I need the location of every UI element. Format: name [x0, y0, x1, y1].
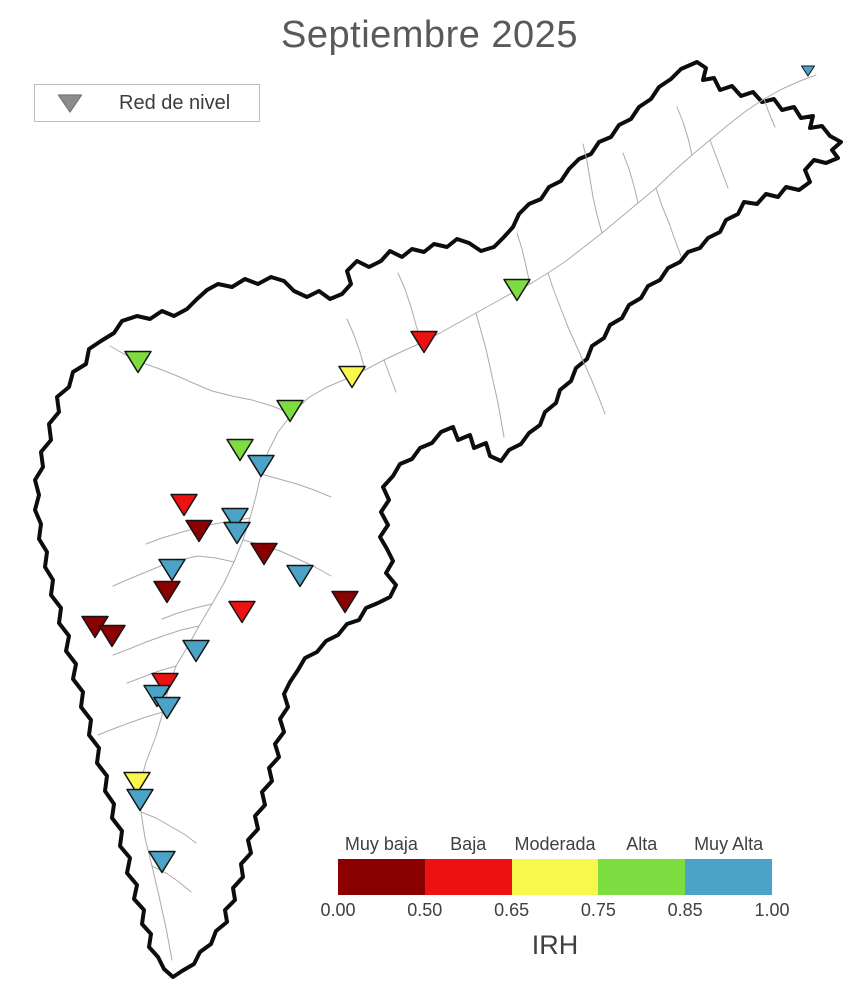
colorbar: Muy baja Baja Moderada Alta Muy Alta 0.00 0.5…	[320, 832, 789, 961]
station-marker	[124, 350, 152, 374]
colorbar-segment	[338, 859, 425, 895]
legend-label: Red de nivel	[119, 91, 231, 114]
station-marker	[153, 696, 181, 720]
legend-box: Red de nivel	[34, 84, 260, 122]
colorbar-segment	[685, 859, 772, 895]
colorbar-tick: 0.75	[580, 900, 616, 920]
station-marker	[503, 278, 531, 302]
station-marker	[250, 542, 278, 566]
station-marker	[182, 639, 210, 663]
colorbar-tick: 1.00	[754, 900, 790, 920]
station-marker	[148, 850, 176, 874]
colorbar-segment	[598, 859, 686, 895]
station-marker	[223, 521, 251, 545]
colorbar-title: IRH	[531, 930, 579, 960]
basin-outline	[33, 60, 843, 979]
colorbar-class-label: Muy Alta	[694, 834, 764, 854]
station-marker	[170, 493, 198, 517]
colorbar-segment	[424, 859, 512, 895]
stations-layer	[81, 65, 815, 874]
colorbar-class-label: Muy baja	[344, 834, 418, 854]
colorbar-class-label: Alta	[626, 834, 658, 854]
figure-title: Septiembre 2025	[281, 14, 578, 56]
colorbar-class-label: Baja	[450, 834, 487, 854]
station-marker	[228, 600, 256, 624]
station-marker	[801, 65, 815, 77]
station-marker	[126, 788, 154, 812]
station-marker	[331, 590, 359, 614]
station-marker	[410, 330, 438, 354]
colorbar-tick: 0.65	[494, 900, 530, 920]
colorbar-segment	[511, 859, 599, 895]
station-marker	[151, 672, 179, 696]
station-marker	[221, 507, 249, 531]
level-network-triangle-icon	[57, 93, 83, 113]
colorbar-class-label: Moderada	[514, 834, 596, 854]
station-marker	[153, 580, 181, 604]
colorbar-tick: 0.85	[667, 900, 703, 920]
colorbar-ticks: 0.00 0.50 0.65 0.75 0.85 1.00	[320, 900, 789, 922]
colorbar-tick: 0.00	[320, 900, 356, 920]
station-marker	[143, 684, 171, 708]
station-marker	[123, 771, 151, 795]
station-marker	[338, 365, 366, 389]
station-marker	[247, 454, 275, 478]
station-marker	[276, 399, 304, 423]
station-marker	[286, 564, 314, 588]
colorbar-tick: 0.50	[407, 900, 443, 920]
station-marker	[158, 558, 186, 582]
station-marker	[226, 438, 254, 462]
station-marker	[185, 519, 213, 543]
colorbar-class-labels: Muy baja Baja Moderada Alta Muy Alta	[338, 832, 772, 856]
station-marker	[98, 624, 126, 648]
colorbar-bar	[338, 859, 772, 895]
